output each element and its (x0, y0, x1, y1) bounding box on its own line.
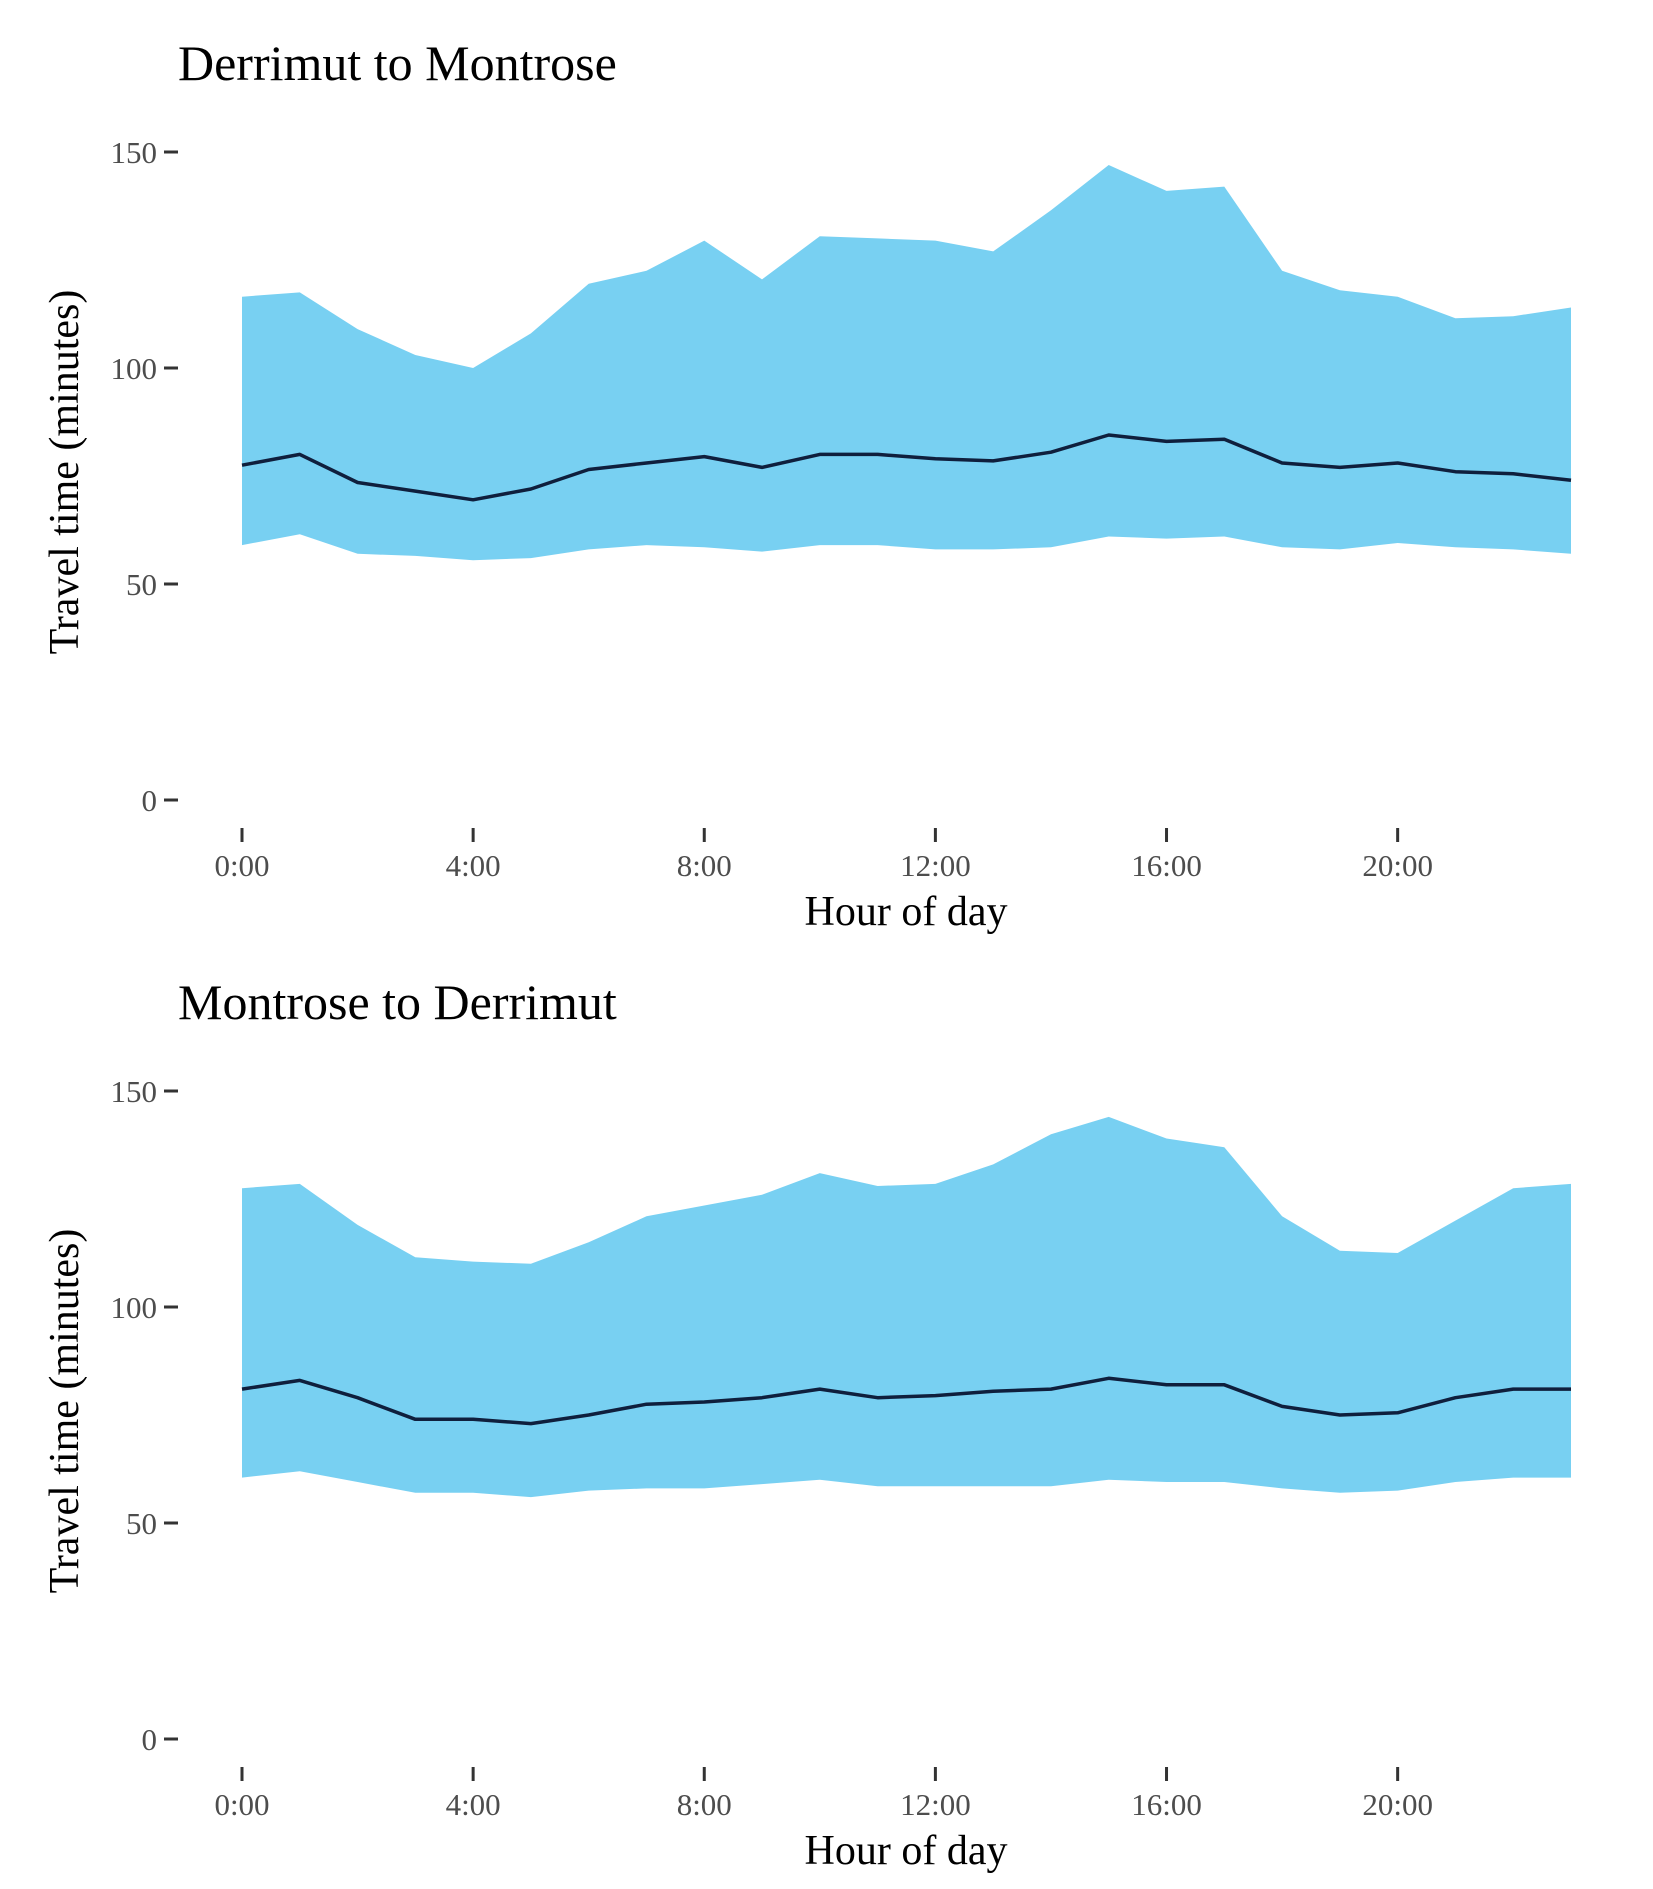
y-tick-label: 50 (126, 567, 157, 602)
x-tick-label: 8:00 (677, 1787, 732, 1822)
x-tick-label: 4:00 (446, 1787, 501, 1822)
y-axis-title: Travel time (minutes) (42, 290, 88, 655)
plot-area: 0 50 100 150 0:00 4:00 8:00 12:00 16:00 20:00 (111, 135, 1572, 883)
y-tick-label: 0 (142, 1722, 158, 1757)
median-line (241, 1376, 1571, 1426)
y-tick-label: 100 (111, 351, 158, 386)
y-tick-label: 100 (111, 1290, 158, 1325)
y-tick-label: 0 (142, 783, 158, 818)
x-tick-label: 0:00 (214, 848, 269, 883)
x-tick-label: 0:00 (214, 1787, 269, 1822)
y-tick-label: 150 (111, 135, 158, 170)
range-band (242, 165, 1571, 561)
y-tick-label: 50 (126, 1506, 157, 1541)
chart-panel-derrimut-to-montrose: Derrimut to Montrose Travel time (minute… (42, 35, 1572, 935)
x-tick-label: 16:00 (1131, 848, 1202, 883)
x-tick-label: 20:00 (1362, 1787, 1433, 1822)
x-tick-label: 4:00 (446, 848, 501, 883)
y-axis-title: Travel time (minutes) (42, 1229, 88, 1594)
median-line (241, 433, 1572, 502)
x-tick-label: 12:00 (900, 1787, 971, 1822)
x-tick-label: 20:00 (1362, 848, 1433, 883)
chart-panel-montrose-to-derrimut: Montrose to Derrimut Travel time (minute… (42, 974, 1571, 1874)
x-tick-label: 16:00 (1131, 1787, 1202, 1822)
y-tick-label: 150 (111, 1074, 158, 1109)
chart-title: Montrose to Derrimut (178, 974, 617, 1030)
x-axis-title: Hour of day (805, 889, 1008, 935)
x-tick-label: 8:00 (677, 848, 732, 883)
x-tick-label: 12:00 (900, 848, 971, 883)
range-band (242, 1116, 1571, 1498)
chart-title: Derrimut to Montrose (178, 35, 617, 91)
x-axis-title: Hour of day (805, 1828, 1008, 1874)
plot-area: 0 50 100 150 0:00 4:00 8:00 12:00 16:00 20:00 (111, 1074, 1571, 1822)
